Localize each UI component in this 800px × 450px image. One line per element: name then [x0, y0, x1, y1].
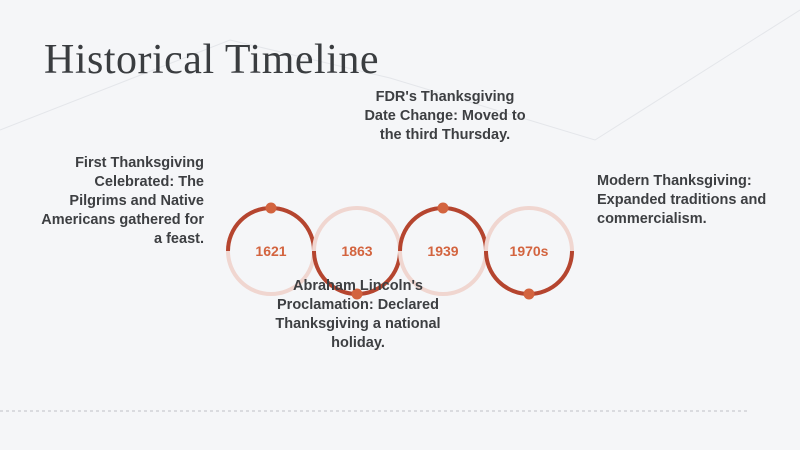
event-year: 1939: [427, 243, 458, 259]
timeline-dot: [265, 202, 277, 214]
background-line: [0, 9, 800, 141]
event-year: 1970s: [510, 243, 549, 259]
event-description-1970s: Modern Thanksgiving: Expanded traditions…: [597, 173, 767, 227]
timeline-dot: [437, 202, 449, 214]
slide-title: Historical Timeline: [44, 37, 379, 83]
event-year: 1863: [341, 243, 372, 259]
event-description-1621: First Thanksgiving Celebrated: The Pilgr…: [41, 155, 204, 247]
event-description-1939: FDR's Thanksgiving Date Change: Moved to…: [364, 89, 526, 143]
event-description-1863: Abraham Lincoln's Proclamation: Declared…: [275, 278, 441, 351]
timeline-dot: [351, 288, 363, 300]
timeline-graphic: 1621 1863 1939 1970s: [226, 202, 574, 300]
timeline-dot: [523, 288, 535, 300]
event-year: 1621: [255, 243, 286, 259]
